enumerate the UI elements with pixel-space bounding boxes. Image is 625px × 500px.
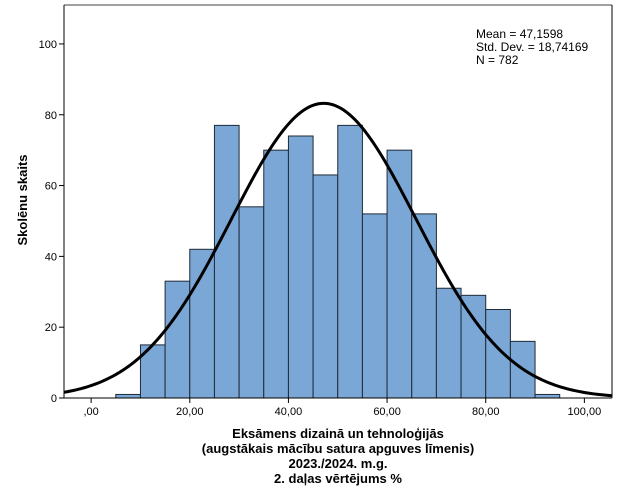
x-axis-title-line-4: 2. daļas vērtējums %: [274, 471, 402, 486]
histogram-bar-90-95: [534, 393, 561, 399]
x-axis-title: Eksāmens dizainā un tehnoloģijās (augstā…: [202, 426, 474, 486]
x-tick-label: 100,00: [568, 406, 602, 418]
stats-box: Mean = 47,1598 Std. Dev. = 18,74169 N = …: [476, 27, 589, 67]
stats-mean: Mean = 47,1598: [476, 27, 563, 41]
y-tick-label: 20: [45, 322, 57, 334]
stats-std-dev: Std. Dev. = 18,74169: [476, 40, 589, 54]
histogram-bar-50-55: [337, 124, 363, 399]
x-axis-title-line-1: Eksāmens dizainā un tehnoloģijās: [232, 426, 444, 441]
x-tick-label: ,00: [83, 406, 98, 418]
y-axis-title: Skolēnu skaits: [15, 154, 30, 245]
x-axis-title-line-2: (augstākais mācību satura apguves līmeni…: [202, 441, 474, 456]
histogram-bar-75-80: [460, 294, 487, 399]
y-tick-label: 100: [39, 39, 57, 51]
x-tick-label: 80,00: [472, 406, 500, 418]
y-ticks-group: 0 20 40 60 80 100: [39, 39, 64, 405]
histogram-bar-55-60: [361, 213, 388, 399]
x-ticks-group: ,00 20,00 40,00 60,00 80,00 100,00: [83, 398, 601, 418]
histogram-bar-70-75: [435, 287, 462, 399]
y-tick-label: 60: [45, 181, 57, 193]
histogram-bar-35-40: [263, 149, 289, 399]
y-tick-label: 40: [45, 251, 57, 263]
histogram-bar-40-45: [287, 135, 314, 399]
histogram-bar-65-70: [411, 213, 437, 399]
histogram-bar-80-85: [485, 308, 511, 399]
histogram-bar-30-35: [238, 206, 265, 399]
y-tick-label: 80: [45, 110, 57, 122]
histogram-bar-25-30: [213, 124, 240, 399]
x-tick-label: 60,00: [373, 406, 401, 418]
x-axis-title-line-3: 2023./2024. m.g.: [288, 456, 387, 471]
histogram-bar-5-10: [115, 393, 141, 399]
x-tick-label: 20,00: [176, 406, 204, 418]
x-tick-label: 40,00: [275, 406, 303, 418]
histogram-bar-45-50: [312, 174, 339, 399]
stats-n: N = 782: [476, 53, 519, 67]
y-tick-label: 0: [51, 393, 57, 405]
normal-curve: [63, 101, 612, 398]
